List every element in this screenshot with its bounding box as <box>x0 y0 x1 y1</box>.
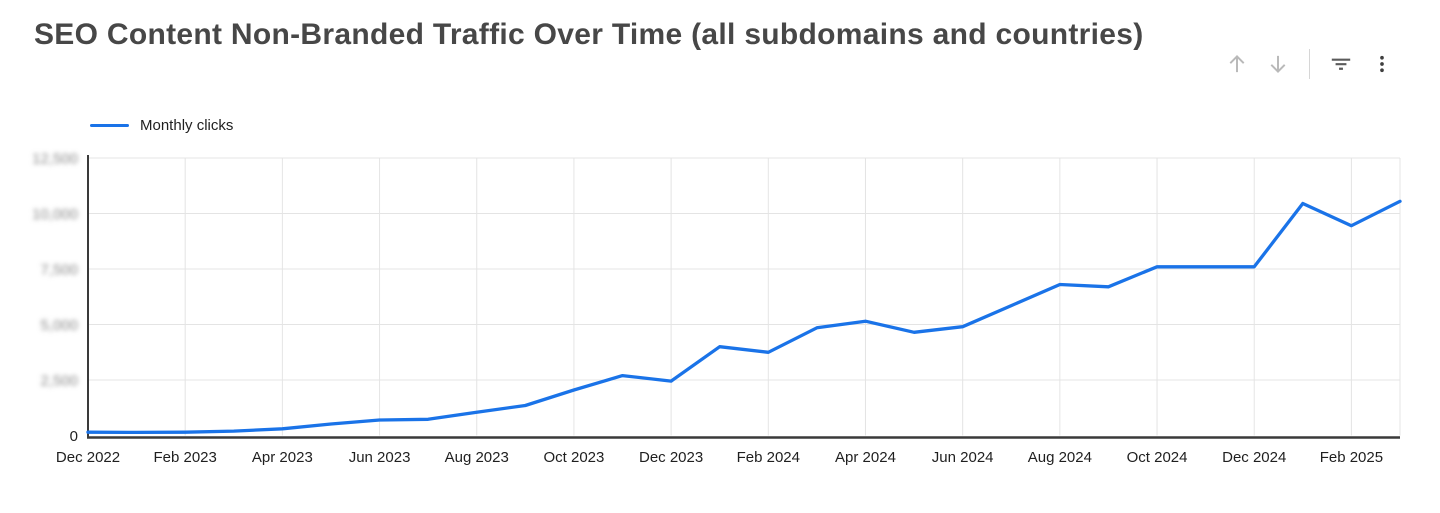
y-axis-labels: 0 2,500 5,000 7,500 10,000 12,500 <box>32 151 78 446</box>
x-tick-label: Oct 2024 <box>1127 449 1188 466</box>
series-monthly-clicks[interactable] <box>86 199 1402 435</box>
x-tick-label: Jun 2023 <box>349 449 411 466</box>
chart-legend[interactable]: Monthly clicks <box>90 117 233 134</box>
x-tick-label: Apr 2024 <box>835 449 896 466</box>
axes <box>87 155 1400 439</box>
arrow-down-icon[interactable] <box>1265 51 1291 77</box>
x-tick-label: Dec 2024 <box>1222 449 1286 466</box>
y-tick-label: 12,500 <box>32 151 78 168</box>
x-tick-label: Apr 2023 <box>252 449 313 466</box>
x-tick-label: Aug 2024 <box>1028 449 1092 466</box>
y-tick-label: 2,500 <box>40 373 78 390</box>
y-tick-label: 7,500 <box>40 262 78 279</box>
x-tick-label: Oct 2023 <box>543 449 604 466</box>
x-axis-labels: Dec 2022 Feb 2023 Apr 2023 Jun 2023 Aug 2023… <box>56 449 1383 466</box>
chart-controls <box>1224 48 1395 80</box>
x-tick-label: Dec 2023 <box>639 449 703 466</box>
controls-divider <box>1309 49 1310 79</box>
horizontal-gridlines <box>88 157 1400 381</box>
y-tick-label: 5,000 <box>40 317 78 334</box>
arrow-up-icon[interactable] <box>1224 51 1250 77</box>
x-tick-label: Feb 2024 <box>737 449 800 466</box>
y-tick-label: 0 <box>70 428 78 445</box>
x-tick-label: Dec 2022 <box>56 449 120 466</box>
x-tick-label: Jun 2024 <box>932 449 994 466</box>
y-tick-label: 10,000 <box>32 206 78 223</box>
legend-line-swatch <box>90 124 129 127</box>
kebab-menu-icon[interactable] <box>1369 51 1395 77</box>
vertical-gridlines <box>184 158 1401 436</box>
x-tick-label: Aug 2023 <box>445 449 509 466</box>
page-title: SEO Content Non-Branded Traffic Over Tim… <box>34 18 1144 51</box>
filter-list-icon[interactable] <box>1328 51 1354 77</box>
x-tick-label: Feb 2025 <box>1320 449 1383 466</box>
x-tick-label: Feb 2023 <box>153 449 216 466</box>
legend-label: Monthly clicks <box>140 117 234 134</box>
